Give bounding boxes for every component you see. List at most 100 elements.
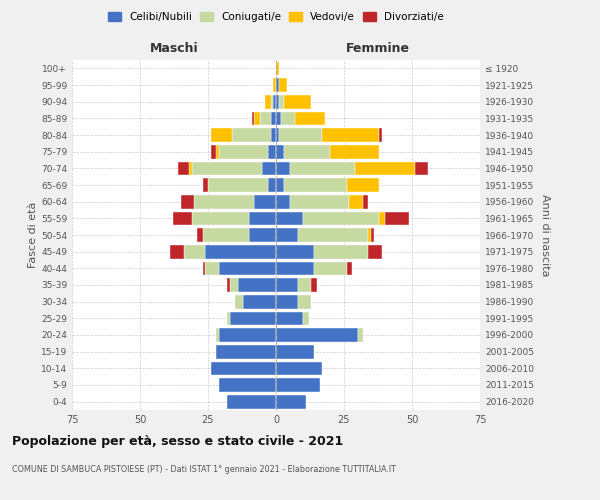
Bar [303, 312, 308, 325]
Bar [311, 278, 317, 292]
Bar [203, 228, 249, 242]
Text: COMUNE DI SAMBUCA PISTOIESE (PT) - Dati ISTAT 1° gennaio 2021 - Elaborazione TUT: COMUNE DI SAMBUCA PISTOIESE (PT) - Dati … [12, 465, 396, 474]
Bar [205, 245, 276, 258]
Bar [371, 228, 374, 242]
Bar [249, 212, 276, 225]
Bar [276, 295, 298, 308]
Bar [254, 195, 276, 208]
Bar [232, 128, 271, 142]
Bar [281, 112, 295, 125]
Bar [276, 78, 279, 92]
Text: Femmine: Femmine [346, 42, 410, 55]
Bar [279, 95, 284, 108]
Bar [211, 362, 276, 375]
Bar [385, 212, 409, 225]
Bar [276, 362, 322, 375]
Bar [268, 178, 276, 192]
Bar [290, 195, 349, 208]
Bar [271, 128, 276, 142]
Bar [216, 145, 219, 158]
Bar [216, 345, 276, 358]
Bar [219, 328, 276, 342]
Bar [298, 278, 311, 292]
Bar [181, 195, 194, 208]
Bar [322, 128, 379, 142]
Bar [331, 145, 379, 158]
Bar [379, 212, 385, 225]
Y-axis label: Fasce di età: Fasce di età [28, 202, 38, 268]
Bar [276, 262, 314, 275]
Bar [244, 295, 276, 308]
Y-axis label: Anni di nascita: Anni di nascita [539, 194, 550, 276]
Bar [279, 78, 287, 92]
Bar [276, 312, 303, 325]
Bar [276, 195, 290, 208]
Bar [347, 262, 352, 275]
Bar [197, 228, 203, 242]
Bar [276, 112, 281, 125]
Bar [219, 378, 276, 392]
Bar [284, 145, 331, 158]
Bar [203, 178, 208, 192]
Bar [219, 262, 276, 275]
Legend: Celibi/Nubili, Coniugati/e, Vedovi/e, Divorziati/e: Celibi/Nubili, Coniugati/e, Vedovi/e, Di… [106, 10, 446, 24]
Bar [254, 112, 260, 125]
Bar [271, 112, 276, 125]
Bar [249, 228, 276, 242]
Bar [276, 378, 320, 392]
Bar [260, 112, 271, 125]
Bar [219, 145, 268, 158]
Bar [178, 162, 189, 175]
Bar [276, 328, 358, 342]
Bar [276, 345, 314, 358]
Bar [273, 95, 276, 108]
Bar [227, 312, 230, 325]
Bar [268, 145, 276, 158]
Bar [298, 228, 368, 242]
Bar [298, 295, 311, 308]
Bar [279, 128, 322, 142]
Bar [211, 128, 232, 142]
Bar [290, 162, 355, 175]
Bar [230, 278, 238, 292]
Bar [415, 162, 428, 175]
Text: Maschi: Maschi [149, 42, 199, 55]
Bar [276, 95, 279, 108]
Bar [211, 145, 216, 158]
Bar [276, 245, 314, 258]
Bar [276, 278, 298, 292]
Bar [265, 95, 271, 108]
Bar [208, 178, 268, 192]
Bar [173, 212, 191, 225]
Bar [203, 262, 205, 275]
Bar [189, 162, 191, 175]
Bar [349, 195, 363, 208]
Bar [235, 295, 244, 308]
Bar [276, 212, 303, 225]
Bar [379, 128, 382, 142]
Bar [276, 178, 284, 192]
Bar [194, 195, 254, 208]
Bar [363, 195, 368, 208]
Bar [368, 245, 382, 258]
Bar [314, 262, 347, 275]
Bar [276, 395, 306, 408]
Bar [303, 212, 379, 225]
Bar [284, 178, 347, 192]
Bar [276, 128, 279, 142]
Bar [216, 328, 219, 342]
Bar [368, 228, 371, 242]
Bar [170, 245, 184, 258]
Bar [276, 162, 290, 175]
Bar [276, 62, 279, 75]
Bar [276, 228, 298, 242]
Bar [276, 145, 284, 158]
Bar [205, 262, 219, 275]
Bar [238, 278, 276, 292]
Bar [191, 212, 249, 225]
Bar [347, 178, 379, 192]
Bar [262, 162, 276, 175]
Bar [184, 245, 205, 258]
Bar [314, 245, 368, 258]
Bar [191, 162, 262, 175]
